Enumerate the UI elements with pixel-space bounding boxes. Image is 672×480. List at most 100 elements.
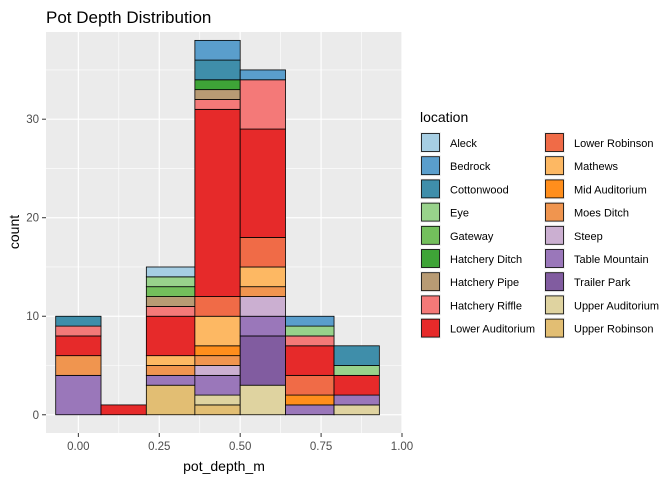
legend-item: Lower Robinson [544,132,654,153]
legend-swatch [421,179,440,199]
legend-label: Mathews [574,161,619,173]
bar-segment [194,99,241,110]
legend-swatch [421,272,440,292]
bar-segment [194,108,241,297]
legend-label: Trailer Park [574,277,631,289]
bar-segment [285,404,335,416]
legend-label: Lower Robinson [574,138,654,150]
bar-segment [239,266,286,288]
legend-swatch [545,295,564,315]
legend-swatch [421,295,440,315]
legend-item: Mathews [544,155,619,177]
y-tick-label: 10 [26,311,39,323]
legend-swatch [545,179,564,199]
bar-segment [239,69,286,81]
bar-segment [285,315,335,327]
legend-label: Upper Robinson [574,324,654,336]
legend-swatch [545,225,564,245]
bar-segment [333,404,380,416]
legend-item: Bedrock [420,155,491,177]
legend-swatch [545,156,564,176]
bar-segment [55,355,102,376]
y-axis: 0 10 20 30 [26,114,46,422]
bar-segment [194,374,241,396]
bar-segment [55,374,102,416]
bar-segment [194,345,241,357]
legend-item: Table Mountain [544,248,649,269]
bars [55,39,380,416]
bar-segment [145,384,196,416]
bar-segment [145,266,196,278]
bar-segment [285,345,335,376]
bar-segment [285,325,335,337]
legend-label: Moes Ditch [574,208,629,220]
legend-label: Aleck [450,138,477,150]
y-axis-title: count [6,215,22,249]
legend-swatch [545,202,564,222]
bar-segment [194,404,241,416]
bar-segment [194,39,241,61]
x-tick-label: 0.00 [67,441,89,453]
legend-item: Mid Auditorium [544,178,647,200]
legend-item: Upper Robinson [544,317,654,339]
legend-label: Hatchery Riffle [450,300,522,312]
legend-label: Lower Auditorium [450,324,535,336]
bar-segment [194,365,241,376]
y-tick-label: 20 [26,213,39,225]
legend-swatch [421,225,440,245]
bar-segment [145,365,196,376]
bar-segment [239,128,286,238]
legend-item: Hatchery Ditch [420,248,522,269]
bar-segment [55,325,102,337]
bar-segment [194,89,241,100]
legend-label: Cottonwood [450,184,509,196]
legend-swatch [545,272,564,292]
y-tick-label: 0 [33,410,39,422]
bar-segment [100,404,147,416]
y-tick-label: 30 [26,114,39,126]
chart-title: Pot Depth Distribution [46,8,211,27]
bar-segment [285,394,335,406]
legend-item: Gateway [420,224,494,246]
legend-item: Trailer Park [544,271,631,293]
legend-swatch [545,318,564,338]
bar-segment [333,394,380,406]
bar-segment [239,79,286,130]
legend-item: Lower Auditorium [420,317,535,339]
x-axis: 0.00 0.25 0.50 0.75 1.00 [67,433,413,453]
legend-label: Mid Auditorium [574,184,647,196]
legend-swatch [421,202,440,222]
legend-label: Hatchery Pipe [450,277,519,289]
bar-segment [239,286,286,297]
bar-segment [194,355,241,366]
bar-segment [194,59,241,81]
bar-segment [145,305,196,317]
x-tick-label: 0.25 [148,441,170,453]
legend-swatch [421,249,440,268]
legend-item: Upper Auditorium [544,294,659,316]
legend-item: Hatchery Riffle [420,294,522,316]
bar-segment [333,365,380,376]
bar-segment [239,315,286,337]
bar-segment [239,237,286,268]
bar-segment [239,335,286,386]
bar-segment [285,335,335,347]
legend-label: Eye [450,208,469,220]
x-tick-label: 1.00 [391,441,413,453]
legend-title: location [420,109,468,125]
bar-segment [239,384,286,416]
x-tick-label: 0.75 [310,441,332,453]
legend-swatch [545,249,564,268]
bar-segment [145,315,196,357]
legend-swatch [421,318,440,338]
legend-item: Aleck [420,132,477,153]
bar-segment [333,374,380,396]
bar-segment [145,296,196,307]
legend-item: Eye [420,201,469,223]
bar-segment [194,315,241,347]
bar-segment [194,296,241,317]
bar-segment [285,374,335,396]
legend-swatch [421,133,440,152]
legend-label: Steep [574,231,603,243]
